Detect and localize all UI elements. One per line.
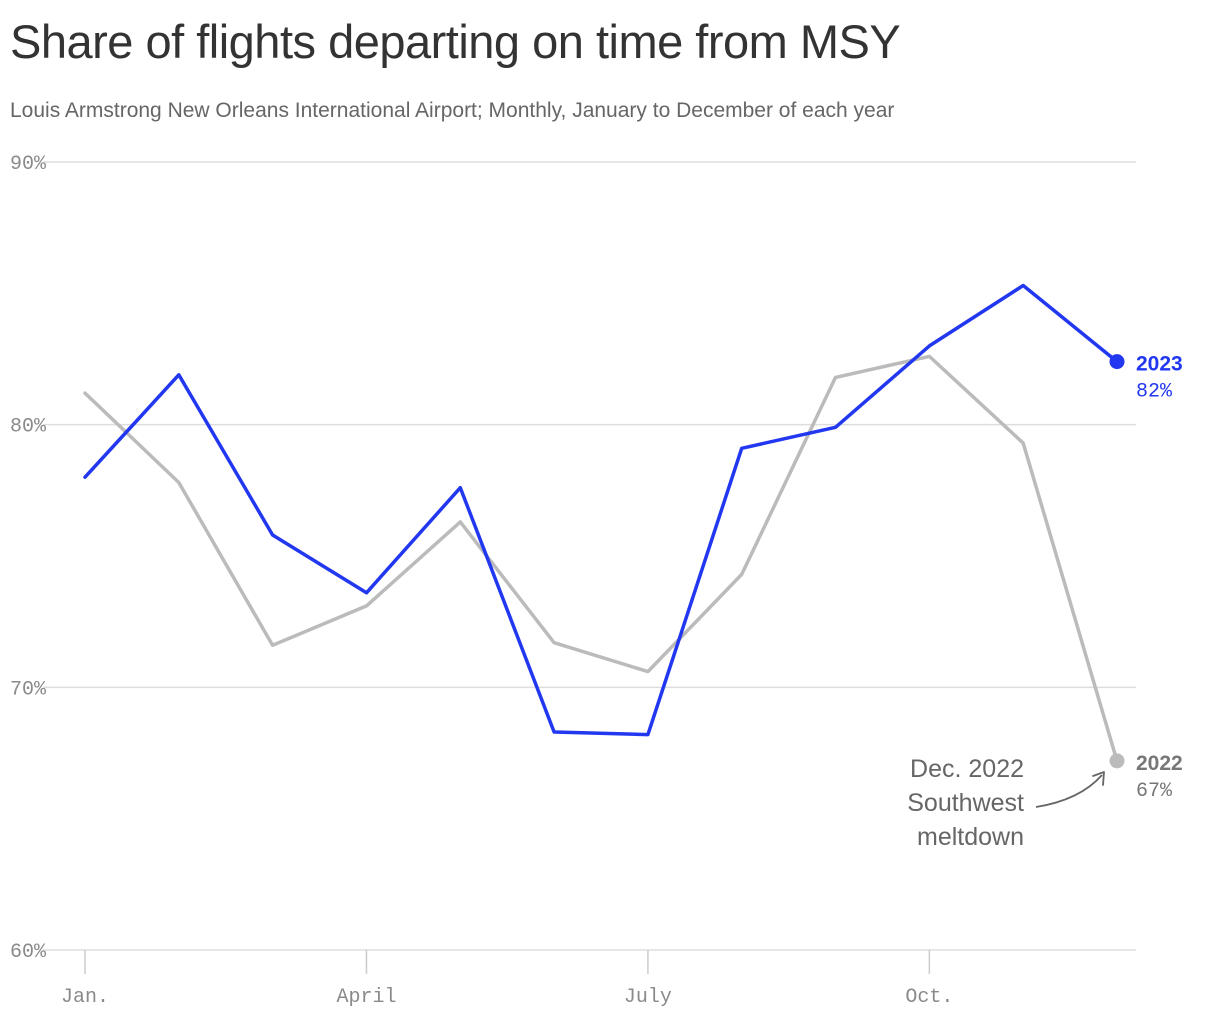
series-line-2022 [83,354,1119,763]
annotation-arrow [1035,774,1103,808]
end-labels: 2022 67% 2023 82% [1136,353,1183,803]
annotation-arrowhead [1092,771,1105,786]
annotation-line: Southwest [907,789,1024,817]
annotation: Dec. 2022 Southwest meltdown [907,755,1105,851]
y-tick-label: 70% [10,678,47,701]
series-lines [83,283,1125,769]
x-tick-label: April [336,986,396,1009]
end-label-value-2023: 82% [1136,381,1173,404]
end-point-2023 [1109,354,1125,370]
y-axis-ticks: 90% 80% 70% 60% [10,153,47,964]
x-tick-label: Jan. [61,986,109,1009]
end-label-year-2022: 2022 [1136,752,1183,775]
y-tick-label: 60% [10,941,47,964]
y-tick-label: 80% [10,416,47,439]
grid-lines [43,161,1136,951]
chart-title: Share of flights departing on time from … [10,15,901,68]
end-label-year-2023: 2023 [1136,353,1183,376]
annotation-line: Dec. 2022 [910,755,1024,783]
series-line-2023 [83,283,1119,737]
x-tick-label: Oct. [905,986,953,1009]
x-tick-label: July [624,986,672,1009]
y-tick-label: 90% [10,153,47,176]
x-axis-ticks: Jan. April July Oct. [61,950,953,1009]
end-label-value-2022: 67% [1136,780,1173,803]
end-point-2022 [1109,753,1125,769]
annotation-line: meltdown [917,823,1024,851]
chart-subtitle: Louis Armstrong New Orleans Internationa… [10,99,895,122]
